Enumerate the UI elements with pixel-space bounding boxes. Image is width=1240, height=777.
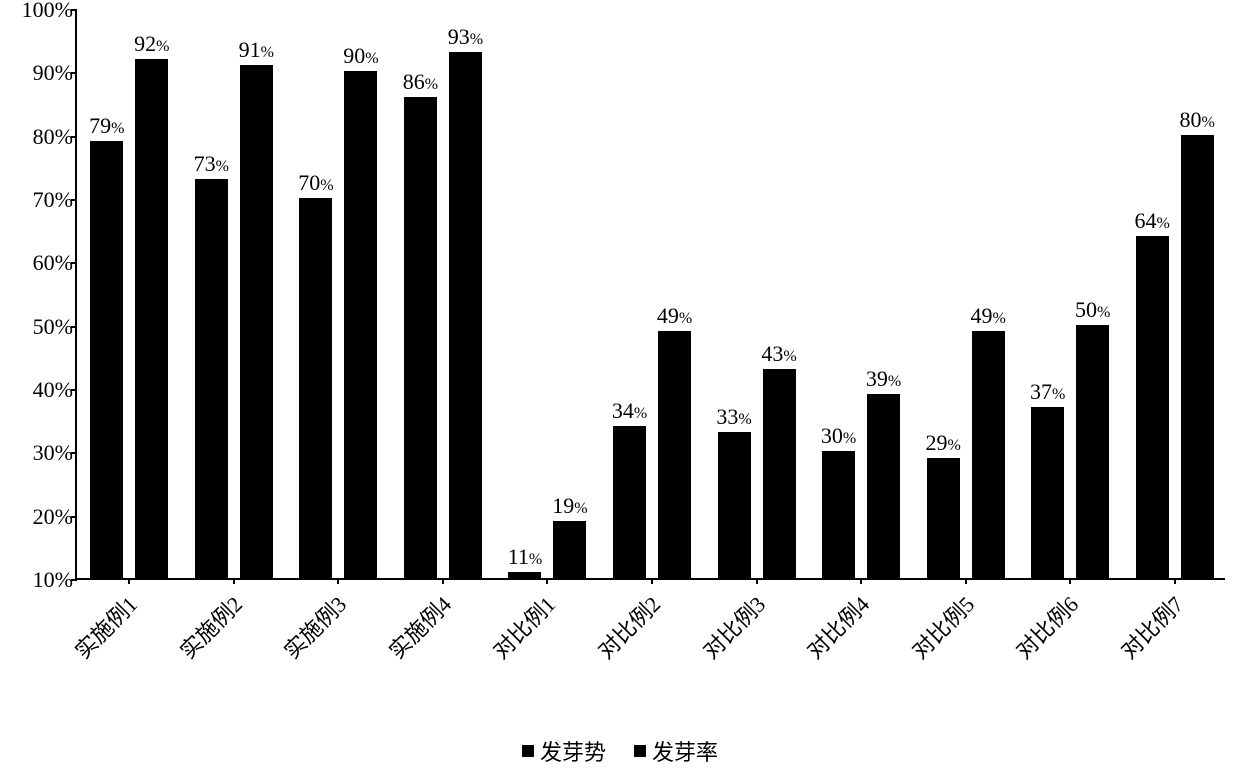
y-tick-mark: [71, 389, 77, 391]
x-tick-mark: [1174, 578, 1176, 584]
bar: 90%: [344, 71, 377, 578]
bar-data-label: 19%: [552, 493, 587, 519]
y-tick-mark: [71, 136, 77, 138]
bar: 11%: [508, 572, 541, 578]
x-tick-mark: [546, 578, 548, 584]
bar: 91%: [240, 65, 273, 578]
bar-data-label: 39%: [866, 366, 901, 392]
x-category-label: 实施例2: [171, 588, 248, 665]
legend-label: 发芽率: [652, 735, 718, 767]
bar: 92%: [135, 59, 168, 578]
bar: 33%: [718, 432, 751, 578]
bar: 37%: [1031, 407, 1064, 578]
legend: 发芽势 发芽率: [522, 735, 718, 767]
bar-data-label: 73%: [194, 151, 229, 177]
bar: 50%: [1076, 325, 1109, 578]
bar: 29%: [927, 458, 960, 578]
x-category-label: 实施例1: [67, 588, 144, 665]
bar-data-label: 50%: [1075, 297, 1110, 323]
y-tick-mark: [71, 516, 77, 518]
x-tick-mark: [337, 578, 339, 584]
bar: 43%: [763, 369, 796, 578]
x-tick-mark: [965, 578, 967, 584]
y-tick-mark: [71, 262, 77, 264]
x-category-label: 实施例3: [276, 588, 353, 665]
bar-data-label: 93%: [448, 24, 483, 50]
y-tick-mark: [71, 579, 77, 581]
bar-data-label: 90%: [343, 43, 378, 69]
y-tick-mark: [71, 452, 77, 454]
y-tick-mark: [71, 199, 77, 201]
bar: 39%: [867, 394, 900, 578]
bar: 30%: [822, 451, 855, 578]
bar-data-label: 34%: [612, 398, 647, 424]
x-tick-mark: [756, 578, 758, 584]
bar: 34%: [613, 426, 646, 578]
bar-data-label: 43%: [761, 341, 796, 367]
legend-label: 发芽势: [540, 735, 606, 767]
bar-data-label: 49%: [657, 303, 692, 329]
x-category-label: 对比例4: [799, 588, 876, 665]
bar: 93%: [449, 52, 482, 578]
x-tick-mark: [128, 578, 130, 584]
y-tick-label: 100%: [22, 0, 77, 23]
bar: 70%: [299, 198, 332, 578]
bar-data-label: 29%: [925, 430, 960, 456]
y-tick-mark: [71, 326, 77, 328]
x-tick-mark: [860, 578, 862, 584]
x-category-label: 对比例3: [694, 588, 771, 665]
bar-data-label: 70%: [298, 170, 333, 196]
x-category-label: 对比例1: [485, 588, 562, 665]
bar: 79%: [90, 141, 123, 578]
x-category-label: 对比例5: [903, 588, 980, 665]
x-tick-mark: [233, 578, 235, 584]
x-category-label: 对比例2: [590, 588, 667, 665]
legend-item: 发芽势: [522, 735, 606, 767]
bar: 49%: [658, 331, 691, 578]
bar-data-label: 92%: [134, 31, 169, 57]
bar-data-label: 80%: [1180, 107, 1215, 133]
bar: 64%: [1136, 236, 1169, 578]
bar-data-label: 49%: [970, 303, 1005, 329]
bar: 73%: [195, 179, 228, 578]
plot-area: 10%20%30%40%50%60%70%80%90%100%79%92%实施例…: [75, 10, 1225, 580]
x-category-label: 对比例7: [1112, 588, 1189, 665]
bar: 19%: [553, 521, 586, 578]
legend-swatch: [634, 745, 646, 757]
x-category-label: 实施例4: [380, 588, 457, 665]
x-tick-mark: [651, 578, 653, 584]
chart-container: 10%20%30%40%50%60%70%80%90%100%79%92%实施例…: [0, 0, 1240, 777]
bar-data-label: 64%: [1135, 208, 1170, 234]
bar: 49%: [972, 331, 1005, 578]
bar: 86%: [404, 97, 437, 578]
x-tick-mark: [1069, 578, 1071, 584]
bar-data-label: 11%: [508, 544, 543, 570]
bar-data-label: 30%: [821, 423, 856, 449]
x-tick-mark: [442, 578, 444, 584]
x-category-label: 对比例6: [1008, 588, 1085, 665]
bar-data-label: 79%: [89, 113, 124, 139]
bar-data-label: 37%: [1030, 379, 1065, 405]
bar: 80%: [1181, 135, 1214, 578]
bar-data-label: 91%: [239, 37, 274, 63]
bar-data-label: 33%: [716, 404, 751, 430]
y-tick-mark: [71, 72, 77, 74]
legend-swatch: [522, 745, 534, 757]
bar-data-label: 86%: [403, 69, 438, 95]
legend-item: 发芽率: [634, 735, 718, 767]
y-tick-mark: [71, 9, 77, 11]
